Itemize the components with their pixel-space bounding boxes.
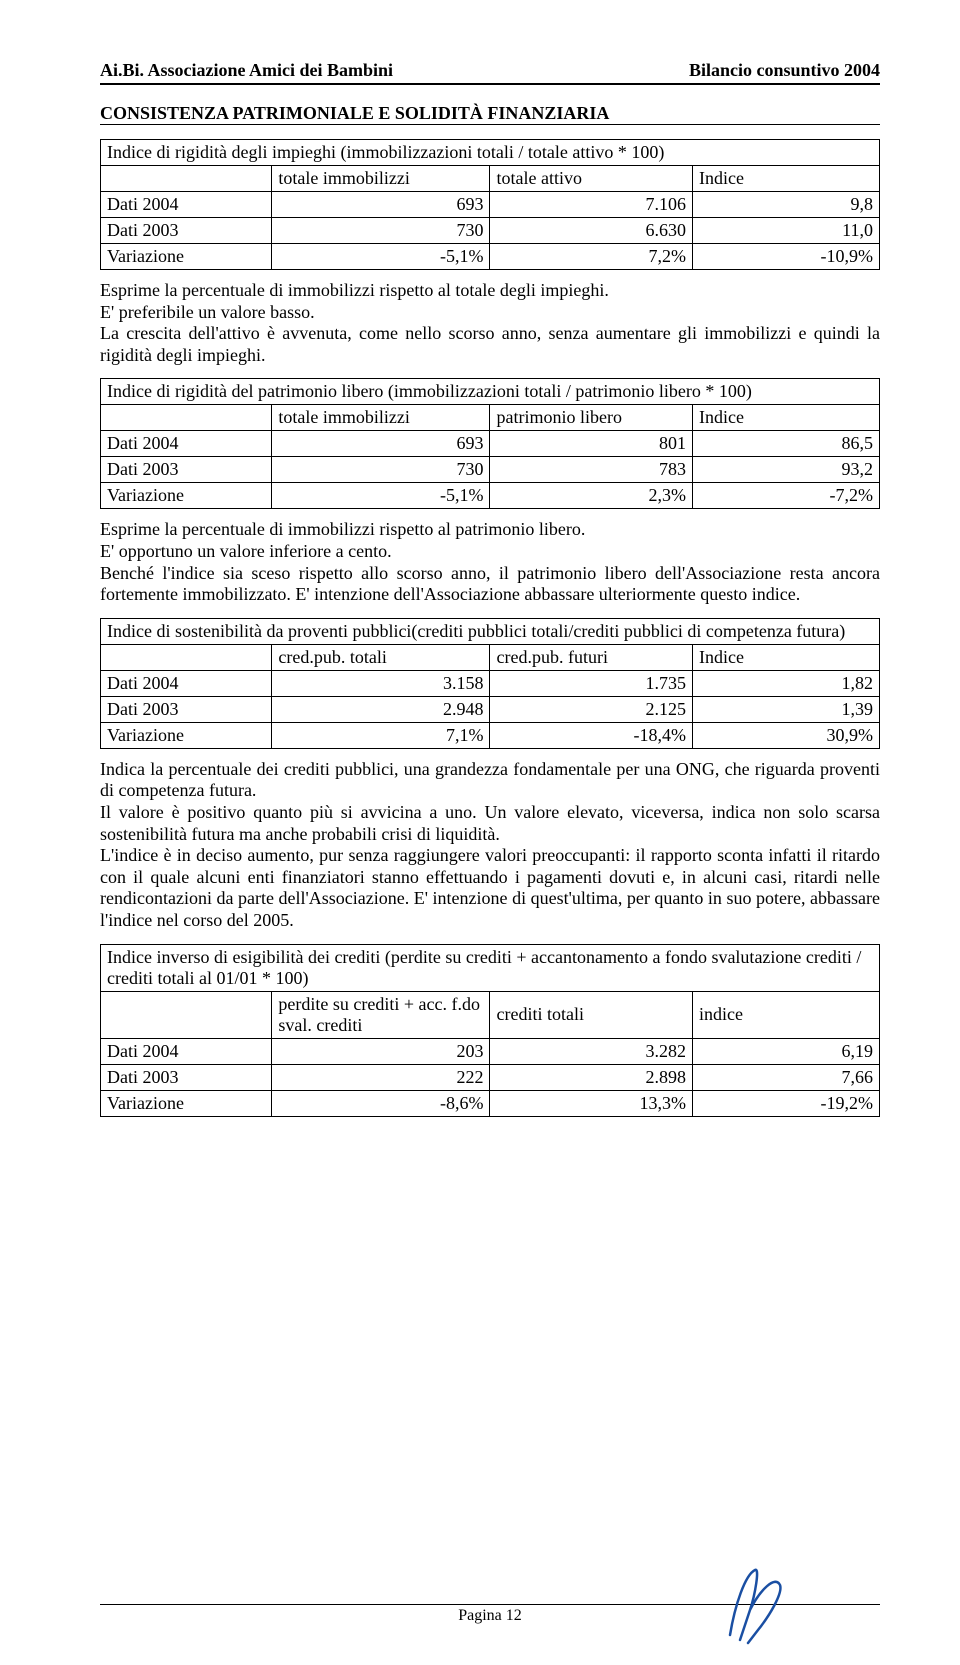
cell: 6.630	[490, 218, 693, 244]
header-cell	[101, 644, 272, 670]
cell: -7,2%	[693, 483, 880, 509]
row-label: Dati 2003	[101, 1064, 272, 1090]
table-row: Variazione 7,1% -18,4% 30,9%	[101, 722, 880, 748]
signature-icon	[700, 1555, 820, 1645]
signature-path	[730, 1570, 780, 1643]
row-label: Dati 2004	[101, 431, 272, 457]
table-title: Indice di rigidità degli impieghi (immob…	[101, 140, 880, 166]
row-label: Variazione	[101, 483, 272, 509]
row-label: Variazione	[101, 244, 272, 270]
section-title: CONSISTENZA PATRIMONIALE E SOLIDITÀ FINA…	[100, 103, 880, 125]
cell: 2.948	[272, 696, 490, 722]
cell: -10,9%	[693, 244, 880, 270]
cell: 7,66	[693, 1064, 880, 1090]
header-cell: patrimonio libero	[490, 405, 693, 431]
paragraph: Esprime la percentuale di immobilizzi ri…	[100, 519, 880, 605]
header-cell: Indice	[693, 166, 880, 192]
table-row: Dati 2004 203 3.282 6,19	[101, 1038, 880, 1064]
page-number: Pagina 12	[458, 1607, 522, 1624]
table-title: Indice inverso di esigibilità dei credit…	[101, 944, 880, 991]
header-cell: totale immobilizzi	[272, 166, 490, 192]
cell: 203	[272, 1038, 490, 1064]
cell: 1.735	[490, 670, 693, 696]
row-label: Dati 2003	[101, 218, 272, 244]
table-sostenibilita: Indice di sostenibilità da proventi pubb…	[100, 618, 880, 749]
table-rigidita-patrimonio: Indice di rigidità del patrimonio libero…	[100, 378, 880, 509]
header-cell: indice	[693, 991, 880, 1038]
paragraph: Indica la percentuale dei crediti pubbli…	[100, 759, 880, 932]
cell: 11,0	[693, 218, 880, 244]
cell: 7,2%	[490, 244, 693, 270]
table-esigibilita: Indice inverso di esigibilità dei credit…	[100, 944, 880, 1117]
table-row: Dati 2004 693 801 86,5	[101, 431, 880, 457]
header-cell: totale immobilizzi	[272, 405, 490, 431]
table-row: Dati 2004 3.158 1.735 1,82	[101, 670, 880, 696]
cell: 1,39	[693, 696, 880, 722]
table-row: Variazione -5,1% 2,3% -7,2%	[101, 483, 880, 509]
table-row: Dati 2004 693 7.106 9,8	[101, 192, 880, 218]
cell: 7,1%	[272, 722, 490, 748]
cell: 86,5	[693, 431, 880, 457]
cell: -18,4%	[490, 722, 693, 748]
row-label: Dati 2003	[101, 457, 272, 483]
table-row: Dati 2003 2.948 2.125 1,39	[101, 696, 880, 722]
header-cell: Indice	[693, 405, 880, 431]
cell: 2,3%	[490, 483, 693, 509]
cell: 730	[272, 457, 490, 483]
cell: -5,1%	[272, 244, 490, 270]
table-row: Dati 2003 222 2.898 7,66	[101, 1064, 880, 1090]
cell: 7.106	[490, 192, 693, 218]
cell: 6,19	[693, 1038, 880, 1064]
cell: 3.282	[490, 1038, 693, 1064]
header-cell: cred.pub. futuri	[490, 644, 693, 670]
table-row: Dati 2003 730 783 93,2	[101, 457, 880, 483]
header-cell: Indice	[693, 644, 880, 670]
cell: -5,1%	[272, 483, 490, 509]
header-cell: cred.pub. totali	[272, 644, 490, 670]
row-label: Dati 2003	[101, 696, 272, 722]
cell: 9,8	[693, 192, 880, 218]
cell: 783	[490, 457, 693, 483]
section-title-text: CONSISTENZA PATRIMONIALE E SOLIDITÀ FINA…	[100, 103, 609, 123]
cell: -19,2%	[693, 1090, 880, 1116]
cell: -8,6%	[272, 1090, 490, 1116]
cell: 693	[272, 192, 490, 218]
cell: 3.158	[272, 670, 490, 696]
table-title: Indice di sostenibilità da proventi pubb…	[101, 618, 880, 644]
row-label: Variazione	[101, 1090, 272, 1116]
table-title: Indice di rigidità del patrimonio libero…	[101, 379, 880, 405]
header-cell	[101, 405, 272, 431]
row-label: Dati 2004	[101, 670, 272, 696]
cell: 693	[272, 431, 490, 457]
table-row: Variazione -8,6% 13,3% -19,2%	[101, 1090, 880, 1116]
row-label: Dati 2004	[101, 192, 272, 218]
cell: 13,3%	[490, 1090, 693, 1116]
cell: 730	[272, 218, 490, 244]
header-cell: perdite su crediti + acc. f.do sval. cre…	[272, 991, 490, 1038]
cell: 801	[490, 431, 693, 457]
table-rigidita-impieghi: Indice di rigidità degli impieghi (immob…	[100, 139, 880, 270]
cell: 2.898	[490, 1064, 693, 1090]
cell: 2.125	[490, 696, 693, 722]
header-cell: crediti totali	[490, 991, 693, 1038]
row-label: Variazione	[101, 722, 272, 748]
header-cell	[101, 166, 272, 192]
page-header: Ai.Bi. Associazione Amici dei Bambini Bi…	[100, 60, 880, 85]
header-cell: totale attivo	[490, 166, 693, 192]
header-right: Bilancio consuntivo 2004	[689, 60, 880, 81]
header-cell	[101, 991, 272, 1038]
table-row: Dati 2003 730 6.630 11,0	[101, 218, 880, 244]
cell: 30,9%	[693, 722, 880, 748]
row-label: Dati 2004	[101, 1038, 272, 1064]
cell: 222	[272, 1064, 490, 1090]
table-row: Variazione -5,1% 7,2% -10,9%	[101, 244, 880, 270]
cell: 1,82	[693, 670, 880, 696]
paragraph: Esprime la percentuale di immobilizzi ri…	[100, 280, 880, 366]
header-left: Ai.Bi. Associazione Amici dei Bambini	[100, 60, 393, 81]
cell: 93,2	[693, 457, 880, 483]
